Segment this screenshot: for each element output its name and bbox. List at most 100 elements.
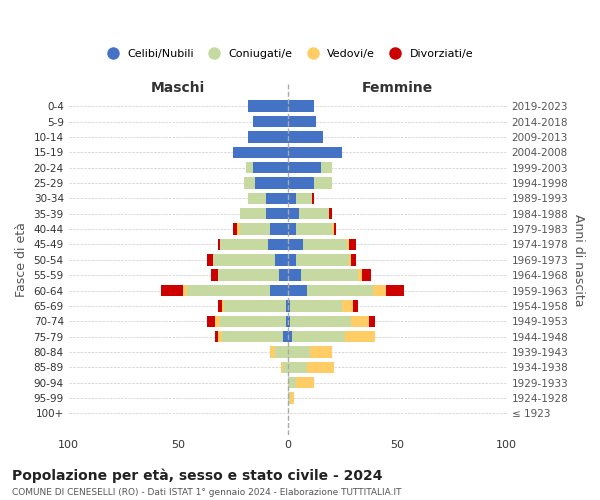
Bar [266, 208, 287, 220]
Bar [290, 300, 343, 312]
Bar [329, 208, 332, 220]
Bar [222, 331, 283, 342]
Bar [287, 377, 296, 388]
Bar [239, 224, 270, 235]
Bar [220, 316, 286, 327]
Bar [286, 316, 287, 327]
Bar [206, 316, 215, 327]
Bar [279, 270, 287, 281]
Bar [248, 100, 287, 112]
Bar [244, 177, 255, 189]
Bar [292, 331, 344, 342]
Bar [287, 392, 290, 404]
Bar [347, 238, 349, 250]
Legend: Celibi/Nubili, Coniugati/e, Vedovi/e, Divorziati/e: Celibi/Nubili, Coniugati/e, Vedovi/e, Di… [98, 44, 478, 64]
Bar [286, 300, 287, 312]
Bar [287, 238, 303, 250]
Bar [266, 192, 287, 204]
Bar [314, 177, 331, 189]
Bar [307, 285, 373, 296]
Bar [187, 285, 270, 296]
Bar [287, 300, 290, 312]
Bar [161, 285, 182, 296]
Bar [320, 162, 332, 173]
Bar [270, 346, 275, 358]
Bar [238, 224, 239, 235]
Bar [312, 192, 314, 204]
Y-axis label: Fasce di età: Fasce di età [15, 222, 28, 298]
Bar [287, 208, 299, 220]
Bar [307, 362, 334, 373]
Text: Maschi: Maschi [151, 82, 205, 96]
Bar [287, 285, 307, 296]
Bar [213, 254, 275, 266]
Bar [362, 270, 371, 281]
Bar [386, 285, 404, 296]
Bar [239, 208, 266, 220]
Bar [287, 177, 314, 189]
Bar [299, 208, 329, 220]
Bar [287, 316, 290, 327]
Bar [344, 331, 376, 342]
Bar [287, 224, 296, 235]
Bar [358, 270, 362, 281]
Bar [287, 100, 314, 112]
Bar [281, 362, 283, 373]
Bar [353, 300, 358, 312]
Bar [287, 116, 316, 128]
Bar [222, 300, 224, 312]
Bar [215, 331, 218, 342]
Bar [233, 224, 238, 235]
Bar [275, 254, 287, 266]
Bar [218, 238, 220, 250]
Bar [287, 162, 320, 173]
Bar [283, 331, 287, 342]
Bar [296, 224, 331, 235]
Bar [248, 131, 287, 142]
Bar [369, 316, 376, 327]
Bar [287, 362, 307, 373]
Bar [270, 285, 287, 296]
Bar [310, 346, 331, 358]
Bar [270, 224, 287, 235]
Bar [206, 254, 213, 266]
Bar [303, 238, 347, 250]
Bar [218, 331, 222, 342]
Bar [215, 316, 220, 327]
Bar [287, 146, 343, 158]
Bar [290, 392, 294, 404]
Bar [343, 300, 353, 312]
Bar [268, 238, 287, 250]
Bar [287, 131, 323, 142]
Bar [248, 192, 266, 204]
Bar [296, 254, 349, 266]
Bar [218, 270, 279, 281]
Bar [296, 192, 312, 204]
Bar [287, 346, 310, 358]
Bar [287, 192, 296, 204]
Bar [334, 224, 336, 235]
Bar [255, 177, 287, 189]
Bar [233, 146, 287, 158]
Bar [253, 116, 287, 128]
Bar [287, 254, 296, 266]
Bar [287, 331, 292, 342]
Bar [349, 238, 356, 250]
Bar [351, 254, 356, 266]
Bar [373, 285, 386, 296]
Text: Femmine: Femmine [362, 82, 433, 96]
Bar [220, 238, 268, 250]
Bar [287, 270, 301, 281]
Bar [349, 254, 351, 266]
Bar [224, 300, 286, 312]
Bar [301, 270, 358, 281]
Bar [283, 362, 287, 373]
Bar [218, 300, 222, 312]
Bar [331, 224, 334, 235]
Bar [211, 270, 218, 281]
Bar [275, 346, 287, 358]
Bar [182, 285, 187, 296]
Bar [296, 377, 314, 388]
Bar [290, 316, 351, 327]
Bar [246, 162, 253, 173]
